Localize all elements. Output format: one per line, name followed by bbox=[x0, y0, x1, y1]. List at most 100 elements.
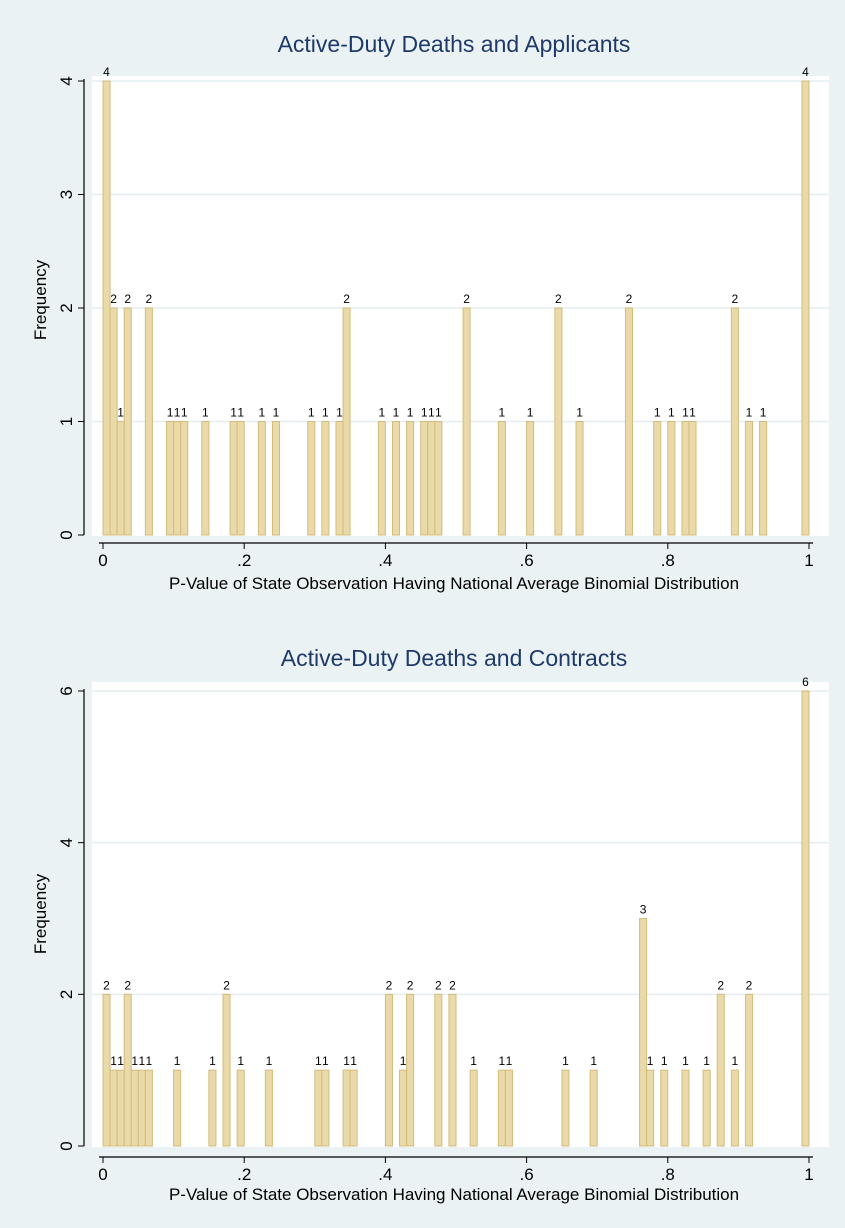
histogram-bar bbox=[462, 307, 471, 536]
bar-value-label: 1 bbox=[435, 406, 442, 420]
bar-value-label: 1 bbox=[308, 406, 315, 420]
bar-value-label: 2 bbox=[110, 292, 117, 306]
histogram-bar bbox=[335, 421, 344, 536]
bar-value-label: 1 bbox=[343, 1054, 350, 1068]
bar-value-label: 1 bbox=[647, 1054, 654, 1068]
histogram-bar bbox=[321, 1069, 330, 1147]
bar-value-label: 2 bbox=[732, 292, 739, 306]
bar-value-label: 1 bbox=[499, 1054, 506, 1068]
histogram-bar bbox=[307, 421, 316, 536]
bar-value-label: 1 bbox=[470, 1054, 477, 1068]
y-tick-label: 4 bbox=[57, 838, 76, 847]
histogram-bar bbox=[406, 421, 415, 536]
bar-value-label: 1 bbox=[117, 406, 124, 420]
bar-value-label: 1 bbox=[746, 406, 753, 420]
histogram-bar bbox=[744, 993, 754, 1147]
bar-value-label: 2 bbox=[717, 978, 724, 992]
bar-value-label: 1 bbox=[266, 1054, 273, 1068]
bar-value-label: 1 bbox=[760, 406, 767, 420]
histogram-bar bbox=[123, 307, 132, 536]
x-tick-label: .4 bbox=[378, 551, 392, 570]
x-tick-label: .6 bbox=[520, 551, 534, 570]
histogram-bar bbox=[123, 993, 132, 1147]
histogram-bar bbox=[801, 690, 810, 1147]
histogram-bar bbox=[667, 421, 676, 536]
bar-value-label: 1 bbox=[209, 1054, 216, 1068]
bar-value-label: 2 bbox=[343, 292, 350, 306]
histogram-bar bbox=[236, 421, 245, 536]
bar-value-label: 1 bbox=[322, 406, 329, 420]
histogram-bar bbox=[575, 421, 584, 536]
bar-value-label: 1 bbox=[682, 406, 689, 420]
x-tick-label: 1 bbox=[804, 551, 813, 570]
bar-value-label: 1 bbox=[167, 406, 174, 420]
x-tick-label: 1 bbox=[804, 1165, 813, 1184]
histogram-bar bbox=[342, 1069, 351, 1147]
x-axis-label: P-Value of State Observation Having Nati… bbox=[169, 1185, 739, 1204]
histogram-bar bbox=[102, 993, 111, 1147]
bar-value-label: 1 bbox=[499, 406, 506, 420]
histogram-bar bbox=[109, 307, 118, 536]
bar-value-label: 1 bbox=[181, 406, 188, 420]
histogram-bar bbox=[730, 1069, 739, 1147]
histogram-bar bbox=[349, 1069, 358, 1147]
x-tick-label: .6 bbox=[520, 1165, 534, 1184]
histogram-bar bbox=[759, 421, 768, 536]
bar-value-label: 1 bbox=[138, 1054, 145, 1068]
bar-value-label: 6 bbox=[802, 675, 809, 689]
histogram-bar bbox=[116, 421, 125, 536]
bar-value-label: 2 bbox=[223, 978, 230, 992]
histogram-bar bbox=[342, 307, 351, 536]
bars bbox=[102, 690, 810, 1147]
histogram-bar bbox=[624, 307, 634, 536]
histogram-bar bbox=[660, 1069, 669, 1147]
histogram-bar bbox=[384, 993, 393, 1147]
y-tick-label: 3 bbox=[57, 190, 76, 199]
histogram-bar bbox=[271, 421, 281, 536]
grid-lines bbox=[92, 690, 829, 996]
histogram-bar bbox=[264, 1069, 273, 1147]
bar-value-label: 3 bbox=[640, 903, 647, 917]
bar-value-label: 2 bbox=[449, 978, 456, 992]
plot-area bbox=[92, 682, 829, 1147]
bar-value-label: 1 bbox=[668, 406, 675, 420]
histogram-bar bbox=[681, 1069, 690, 1147]
histogram-bar bbox=[222, 993, 231, 1147]
histogram-bar bbox=[109, 1069, 118, 1147]
x-tick-label: .8 bbox=[661, 1165, 675, 1184]
histogram-bar bbox=[702, 1069, 711, 1147]
histogram-bar bbox=[434, 421, 443, 536]
bar-value-label: 1 bbox=[237, 1054, 244, 1068]
histogram-bar bbox=[144, 1069, 153, 1147]
bar-value-label: 1 bbox=[527, 406, 534, 420]
grid-lines bbox=[92, 80, 829, 423]
histogram-bar bbox=[554, 307, 563, 536]
bar-value-label: 1 bbox=[146, 1054, 153, 1068]
histogram-bar bbox=[229, 421, 238, 536]
histogram-bar bbox=[166, 421, 175, 536]
y-tick-label: 2 bbox=[57, 990, 76, 999]
histogram-bar bbox=[420, 421, 429, 536]
bar-value-label: 1 bbox=[315, 1054, 322, 1068]
bar-value-label: 2 bbox=[146, 292, 153, 306]
histogram-bar bbox=[399, 1069, 408, 1147]
bar-value-label: 1 bbox=[230, 406, 237, 420]
bar-value-label: 1 bbox=[562, 1054, 569, 1068]
y-tick-label: 2 bbox=[57, 303, 76, 312]
bar-value-label: 1 bbox=[237, 406, 244, 420]
histogram-bar bbox=[377, 421, 386, 536]
histogram-bar bbox=[208, 1069, 217, 1147]
histogram-bar bbox=[434, 993, 443, 1147]
histogram-bar bbox=[314, 1069, 323, 1147]
histogram-bar bbox=[744, 421, 754, 536]
bar-value-label: 1 bbox=[703, 1054, 710, 1068]
bar-value-label: 1 bbox=[682, 1054, 689, 1068]
bar-value-label: 2 bbox=[386, 978, 393, 992]
axes: 0 2 4 6 0 .2 .4 .6 .8 1 bbox=[57, 686, 814, 1184]
histogram-bar bbox=[257, 421, 266, 536]
bar-value-label: 2 bbox=[555, 292, 562, 306]
